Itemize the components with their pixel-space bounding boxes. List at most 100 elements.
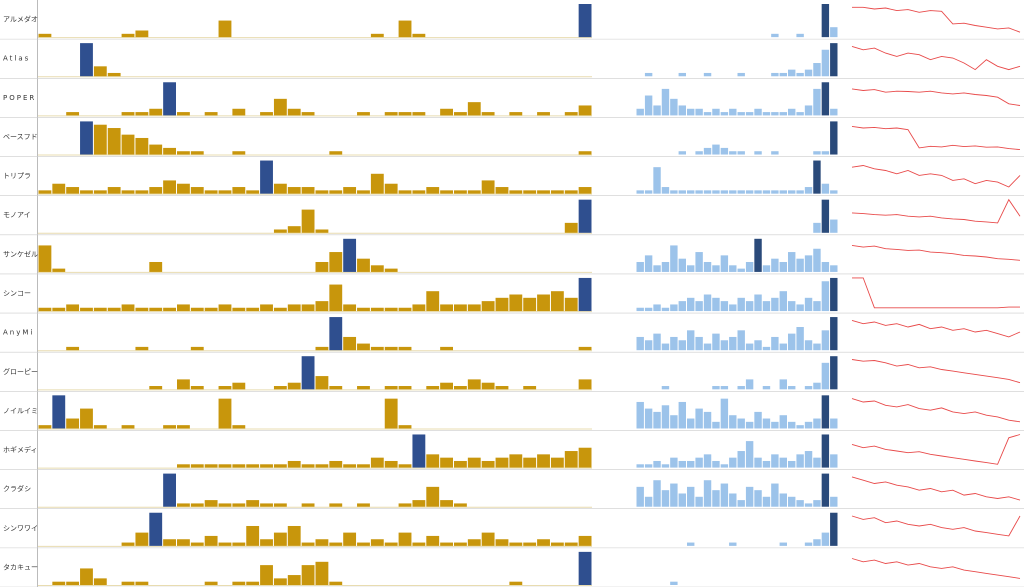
volume-bar [52,581,66,585]
volume-bar [467,190,481,194]
volume-bar [246,464,260,468]
ratio-bar [745,486,754,507]
volume-bar [38,33,52,38]
volume-bar [273,532,287,546]
volume-bar [315,346,329,351]
ratio-bar [796,33,804,38]
ratio-bar [796,190,804,194]
volume-bar [218,20,232,38]
ratio-bar [695,336,703,351]
volume-bar [149,261,163,272]
row-label: Atlas [3,55,30,63]
ratio-bar [661,88,670,116]
volume-bar [287,575,301,585]
ratio-bar [813,457,821,468]
volume-bar [301,209,315,233]
ratio-bar [762,460,771,468]
volume-bar [301,503,315,507]
volume-bar [578,4,592,38]
volume-bar [315,561,329,585]
ratio-bar [695,496,703,507]
ratio-bar [830,496,838,507]
volume-bar [135,137,149,155]
ratio-bar [661,343,670,351]
volume-bar [509,542,523,546]
volume-bar [66,418,80,429]
volume-bar [412,190,426,194]
ratio-bar [821,4,830,38]
ratio-bar [796,72,804,77]
volume-bar [426,187,440,194]
volume-bar [537,454,550,468]
volume-bar [481,532,495,546]
row-label: トリプラ [3,172,31,180]
volume-bar [384,268,398,272]
ratio-bar [653,265,661,272]
volume-bar [80,408,93,429]
volume-bar [190,503,204,507]
volume-bar [190,151,204,155]
ratio-bar [661,464,670,468]
volume-bar [218,386,232,390]
ratio-bar [788,460,796,468]
ratio-bar [703,261,712,272]
volume-bar [218,464,232,468]
price-line [851,319,1021,338]
ratio-bar [830,108,838,116]
volume-bar [149,108,163,116]
volume-bar [121,112,135,116]
ratio-bar [653,411,661,429]
ratio-bar [720,483,729,507]
volume-bar [467,304,481,312]
ratio-bar [687,265,695,272]
volume-bar [287,304,301,312]
ratio-bar [661,386,670,390]
price-line [851,45,1021,71]
ratio-bar [745,441,754,468]
ratio-bar [687,297,695,312]
ratio-bar [703,294,712,312]
ratio-bar [745,379,754,390]
volume-bar [370,265,384,272]
volume-bar [578,105,592,116]
row-label: クラダシ [3,484,31,493]
ratio-bar [712,144,720,155]
volume-bar [329,190,343,194]
ratio-bar [729,457,737,468]
ratio-bar [703,480,712,507]
ratio-bar [813,343,821,351]
ratio-bar [678,401,686,429]
ratio-bar [779,415,787,429]
volume-bar [204,581,218,585]
ratio-bar [661,261,670,272]
volume-bar [121,33,135,38]
ratio-bar [821,330,830,351]
ratio-bar [745,112,754,116]
volume-bar [495,386,509,390]
volume-bar [523,386,537,390]
volume-bar [440,382,453,390]
volume-bar [273,229,287,233]
volume-bar [190,386,204,390]
volume-bar [177,539,190,546]
ratio-bar [788,69,796,77]
price-line [851,398,1021,423]
volume-bar [315,229,329,233]
ratio-bar [670,245,678,272]
ratio-bar [779,493,787,507]
ratio-bar [644,496,653,507]
ratio-bar [670,457,678,468]
volume-bar [232,464,246,468]
volume-bar [232,542,246,546]
row-label: アルメダオ [3,15,38,24]
volume-bar [426,291,440,312]
volume-bar [93,425,107,429]
ratio-bar [804,451,813,468]
ratio-bar [678,493,686,507]
ratio-bar [737,451,745,468]
volume-bar [412,112,426,116]
ratio-bar [830,190,838,194]
volume-bar [329,503,343,507]
ratio-bar [661,187,670,194]
volume-bar [218,304,232,312]
